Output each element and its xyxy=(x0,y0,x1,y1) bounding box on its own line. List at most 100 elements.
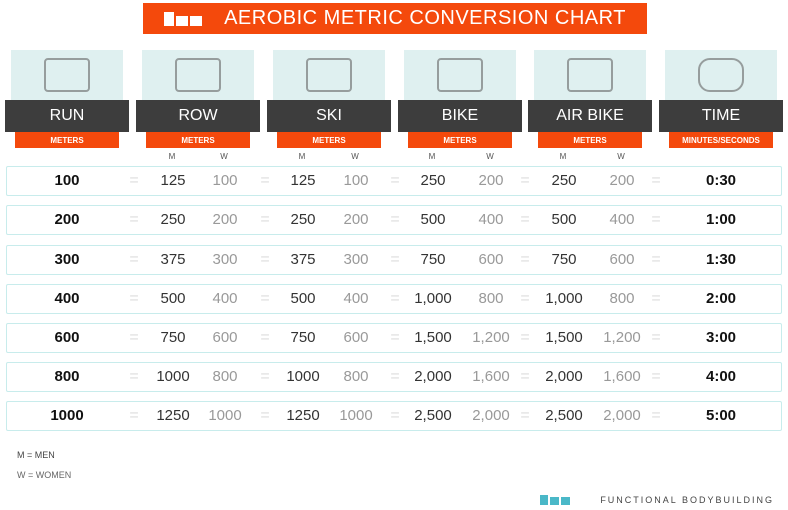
column-header: ROW xyxy=(136,100,260,132)
unit-label: METERS xyxy=(15,132,119,148)
women-value: 200 xyxy=(212,211,238,228)
table-row: 400 500 400 500 400 1,000 800 1,000 800 2:00 = = = = = xyxy=(6,284,782,314)
men-value: 1,500 xyxy=(414,329,452,346)
fbb-logo-icon xyxy=(540,495,571,505)
equals-sign: = xyxy=(129,172,139,189)
women-value: 100 xyxy=(212,172,238,189)
women-value: 200 xyxy=(609,172,635,189)
men-value: 500 xyxy=(160,290,186,307)
equals-sign: = xyxy=(651,368,661,385)
men-label: M xyxy=(559,152,567,161)
women-value: 400 xyxy=(343,290,369,307)
women-value: 600 xyxy=(343,329,369,346)
women-value: 200 xyxy=(343,211,369,228)
legend-women: W = WOMEN xyxy=(17,470,72,480)
women-value: 600 xyxy=(478,251,504,268)
women-value: 400 xyxy=(212,290,238,307)
table-row: 100 125 100 125 100 250 200 250 200 0:30 = = = = = xyxy=(6,166,782,196)
column-bike: BIKE METERS xyxy=(398,50,522,148)
table-row: 800 1000 800 1000 800 2,000 1,600 2,000 1,600 4:0… xyxy=(6,362,782,392)
column-header: TIME xyxy=(659,100,783,132)
column-time: TIME MINUTES/SECONDS xyxy=(659,50,783,148)
men-value: 750 xyxy=(160,329,186,346)
unit-label: METERS xyxy=(538,132,642,148)
women-value: 300 xyxy=(212,251,238,268)
column-run: RUN METERS xyxy=(5,50,129,148)
ski-erg-icon xyxy=(306,58,352,92)
equals-sign: = xyxy=(651,407,661,424)
equipment-image xyxy=(11,50,123,100)
men-value: 1,000 xyxy=(545,290,583,307)
men-value: 250 xyxy=(551,172,577,189)
equipment-image xyxy=(534,50,646,100)
men-value: 750 xyxy=(420,251,446,268)
unit-label: METERS xyxy=(408,132,512,148)
table-row: 300 375 300 375 300 750 600 750 600 1:30 = = = = = xyxy=(6,245,782,275)
unit-label: MINUTES/SECONDS xyxy=(669,132,773,148)
equals-sign: = xyxy=(260,290,270,307)
women-value: 600 xyxy=(212,329,238,346)
equals-sign: = xyxy=(129,329,139,346)
women-value: 800 xyxy=(212,368,238,385)
men-value: 2,500 xyxy=(414,407,452,424)
treadmill-icon xyxy=(44,58,90,92)
men-value: 125 xyxy=(160,172,186,189)
equals-sign: = xyxy=(651,290,661,307)
women-value: 400 xyxy=(478,211,504,228)
equals-sign: = xyxy=(390,290,400,307)
time-value: 2:00 xyxy=(705,290,737,307)
women-value: 200 xyxy=(478,172,504,189)
time-value: 5:00 xyxy=(705,407,737,424)
men-label: M xyxy=(428,152,436,161)
women-label: W xyxy=(486,152,494,161)
men-label: M xyxy=(168,152,176,161)
time-value: 0:30 xyxy=(705,172,737,189)
women-value: 1,200 xyxy=(603,329,641,346)
run-value: 300 xyxy=(54,251,80,268)
equals-sign: = xyxy=(390,251,400,268)
column-ski: SKI METERS xyxy=(267,50,391,148)
women-value: 800 xyxy=(609,290,635,307)
men-value: 250 xyxy=(420,172,446,189)
time-value: 4:00 xyxy=(705,368,737,385)
run-value: 800 xyxy=(54,368,80,385)
men-value: 375 xyxy=(160,251,186,268)
equals-sign: = xyxy=(260,251,270,268)
equals-sign: = xyxy=(129,407,139,424)
equals-sign: = xyxy=(651,251,661,268)
men-value: 250 xyxy=(290,211,316,228)
men-value: 500 xyxy=(420,211,446,228)
women-value: 1,600 xyxy=(603,368,641,385)
men-value: 750 xyxy=(290,329,316,346)
women-value: 800 xyxy=(478,290,504,307)
time-value: 1:00 xyxy=(705,211,737,228)
equals-sign: = xyxy=(520,251,530,268)
men-value: 250 xyxy=(160,211,186,228)
men-value: 1000 xyxy=(286,368,320,385)
column-air-bike: AIR BIKE METERS xyxy=(528,50,652,148)
time-value: 1:30 xyxy=(705,251,737,268)
men-value: 1000 xyxy=(156,368,190,385)
women-value: 600 xyxy=(609,251,635,268)
women-value: 1,600 xyxy=(472,368,510,385)
men-value: 500 xyxy=(551,211,577,228)
equals-sign: = xyxy=(520,290,530,307)
equals-sign: = xyxy=(520,172,530,189)
column-header: SKI xyxy=(267,100,391,132)
men-value: 375 xyxy=(290,251,316,268)
equals-sign: = xyxy=(520,329,530,346)
equals-sign: = xyxy=(260,329,270,346)
equals-sign: = xyxy=(390,329,400,346)
rower-icon xyxy=(175,58,221,92)
men-value: 1250 xyxy=(286,407,320,424)
stationary-bike-icon xyxy=(437,58,483,92)
equals-sign: = xyxy=(520,368,530,385)
men-value: 500 xyxy=(290,290,316,307)
column-header: BIKE xyxy=(398,100,522,132)
women-label: W xyxy=(617,152,625,161)
run-value: 200 xyxy=(54,211,80,228)
women-value: 800 xyxy=(343,368,369,385)
run-value: 100 xyxy=(54,172,80,189)
chart-title: AEROBIC METRIC CONVERSION CHART xyxy=(224,7,626,29)
men-value: 125 xyxy=(290,172,316,189)
